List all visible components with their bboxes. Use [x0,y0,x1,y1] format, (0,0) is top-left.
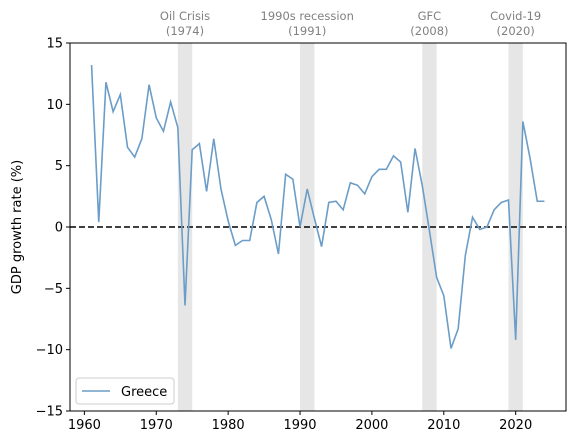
y-tick-label: 5 [55,159,63,174]
x-tick-label: 1980 [212,418,245,433]
x-axis: 1960 1970 1980 1990 2000 2010 2020 [68,411,532,433]
event-name-label: 1990s recession [261,9,354,23]
y-tick-label: 15 [46,37,63,52]
y-tick-label: −15 [36,405,63,420]
x-tick-label: 2000 [355,418,388,433]
event-name-label: Oil Crisis [160,9,210,23]
legend-label-greece: Greece [121,385,167,400]
event-name-label: GFC [418,9,442,23]
legend: Greece [75,377,175,405]
x-tick-label: 1970 [140,418,173,433]
y-tick-label: 10 [46,98,63,113]
x-tick-label: 2010 [427,418,460,433]
event-name-label: Covid-19 [490,9,541,23]
y-tick-label: −10 [36,343,63,358]
y-axis-label: GDP growth rate (%) [10,160,25,294]
y-tick-label: 0 [55,221,63,236]
y-tick-label: −5 [44,282,63,297]
y-axis: −15 −10 −5 0 5 10 15 [36,37,70,420]
event-year-label: (1991) [288,24,326,38]
event-labels: Oil Crisis(1974) 1990s recession(1991) GFC… [160,9,541,38]
event-band-0 [177,43,193,411]
event-year-label: (2008) [410,24,448,38]
event-year-label: (2020) [497,24,535,38]
x-tick-label: 1960 [68,418,101,433]
event-year-label: (1974) [166,24,204,38]
x-tick-label: 2020 [499,418,532,433]
series-line-greece [90,65,545,349]
x-tick-label: 1990 [283,418,316,433]
legend-box [75,377,175,405]
